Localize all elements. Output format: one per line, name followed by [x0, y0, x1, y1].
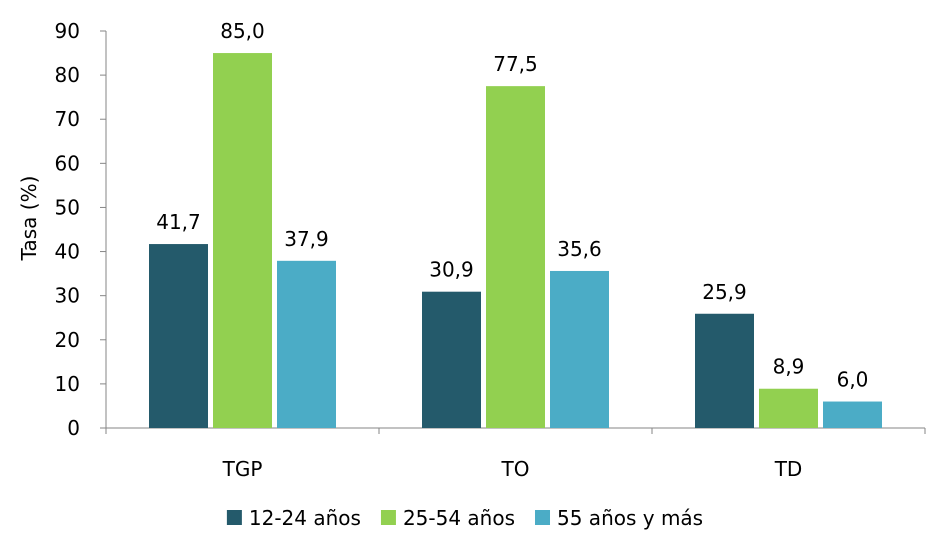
bar — [759, 388, 818, 428]
data-label: 30,9 — [429, 258, 474, 282]
y-tick-label: 60 — [55, 151, 80, 175]
data-label: 41,7 — [156, 210, 201, 234]
bar — [695, 313, 754, 428]
y-tick-label: 50 — [55, 195, 80, 219]
legend-label: 55 años y más — [557, 506, 703, 530]
legend-label: 12-24 años — [249, 506, 361, 530]
axes: 0 10 20 30 40 50 60 70 80 90 TGP TO TD — [55, 19, 926, 481]
bar — [550, 270, 609, 428]
y-tick-label: 80 — [55, 63, 80, 87]
legend-swatch — [380, 510, 396, 525]
x-tick-label: TD — [774, 457, 803, 481]
legend-swatch — [226, 510, 242, 525]
y-tick-label: 70 — [55, 107, 80, 131]
data-label: 77,5 — [493, 52, 538, 76]
y-tick-label: 10 — [55, 372, 80, 396]
y-tick-label: 20 — [55, 328, 80, 352]
bar — [422, 291, 481, 428]
data-label: 35,6 — [557, 237, 602, 261]
data-labels: 41,7 85,0 37,9 30,9 77,5 35,6 25,9 8,9 6,0 — [156, 19, 868, 391]
data-label: 25,9 — [702, 280, 747, 304]
data-label: 85,0 — [220, 19, 265, 43]
y-tick-label: 0 — [67, 416, 80, 440]
data-label: 6,0 — [837, 368, 869, 392]
bar — [486, 86, 545, 428]
bar — [277, 260, 336, 428]
bars — [149, 53, 882, 429]
bar — [149, 244, 208, 428]
data-label: 8,9 — [773, 355, 805, 379]
y-tick-label: 90 — [55, 19, 80, 43]
y-axis-title: Tasa (%) — [17, 176, 41, 262]
bar — [823, 401, 882, 428]
bar — [213, 53, 272, 429]
legend-label: 25-54 años — [403, 506, 515, 530]
x-tick-label: TGP — [222, 457, 263, 481]
legend: 12-24 años 25-54 años 55 años y más — [226, 506, 703, 530]
y-tick-label: 40 — [55, 240, 80, 264]
data-label: 37,9 — [284, 227, 329, 251]
x-tick-label: TO — [501, 457, 530, 481]
y-tick-label: 30 — [55, 284, 80, 308]
legend-swatch — [535, 510, 551, 525]
